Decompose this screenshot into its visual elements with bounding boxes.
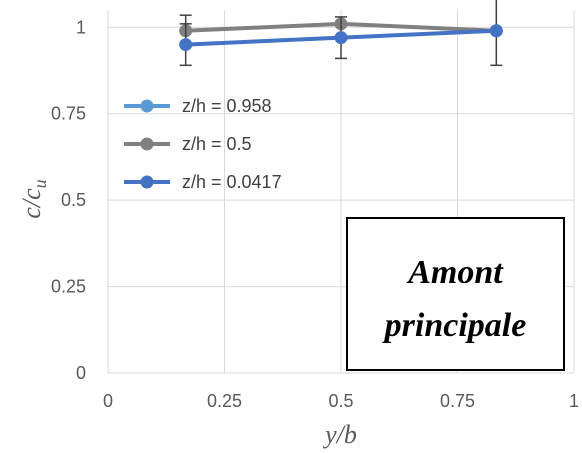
x-tick-label: 0	[103, 391, 113, 411]
x-tick-label: 0.25	[207, 391, 242, 411]
y-axis-title-subscript: u	[30, 179, 50, 188]
data-point	[334, 31, 348, 45]
legend-marker	[140, 99, 154, 113]
annotation-line-2: principale	[382, 307, 527, 344]
y-tick-label: 0.75	[51, 104, 86, 124]
annotation-box	[346, 217, 565, 371]
x-axis-title: y/b	[322, 420, 357, 449]
legend-marker	[140, 175, 154, 189]
legend: z/h = 0.958 z/h = 0.5 z/h = 0.0417	[124, 96, 282, 192]
series-2	[179, 0, 503, 67]
series-layer	[179, 0, 503, 67]
legend-label: z/h = 0.5	[182, 134, 252, 154]
axis-ticks: 0 0.25 0.5 0.75 1 0 0.25 0.5 0.75 1	[51, 17, 579, 411]
y-tick-label: 0.5	[61, 190, 86, 210]
data-point	[489, 24, 503, 38]
x-tick-label: 1	[569, 391, 579, 411]
x-tick-label: 0.75	[440, 391, 475, 411]
data-point	[179, 38, 193, 52]
y-tick-label: 0.25	[51, 277, 86, 297]
legend-marker	[140, 137, 154, 151]
legend-label: z/h = 0.958	[182, 96, 272, 116]
y-axis-title-main: c/c	[17, 188, 46, 219]
legend-label: z/h = 0.0417	[182, 172, 282, 192]
x-tick-label: 0.5	[328, 391, 353, 411]
annotation-line-1: Amont	[406, 254, 504, 291]
y-axis-title: c/cu	[17, 179, 50, 218]
y-tick-label: 0	[76, 363, 86, 383]
y-tick-label: 1	[76, 17, 86, 37]
